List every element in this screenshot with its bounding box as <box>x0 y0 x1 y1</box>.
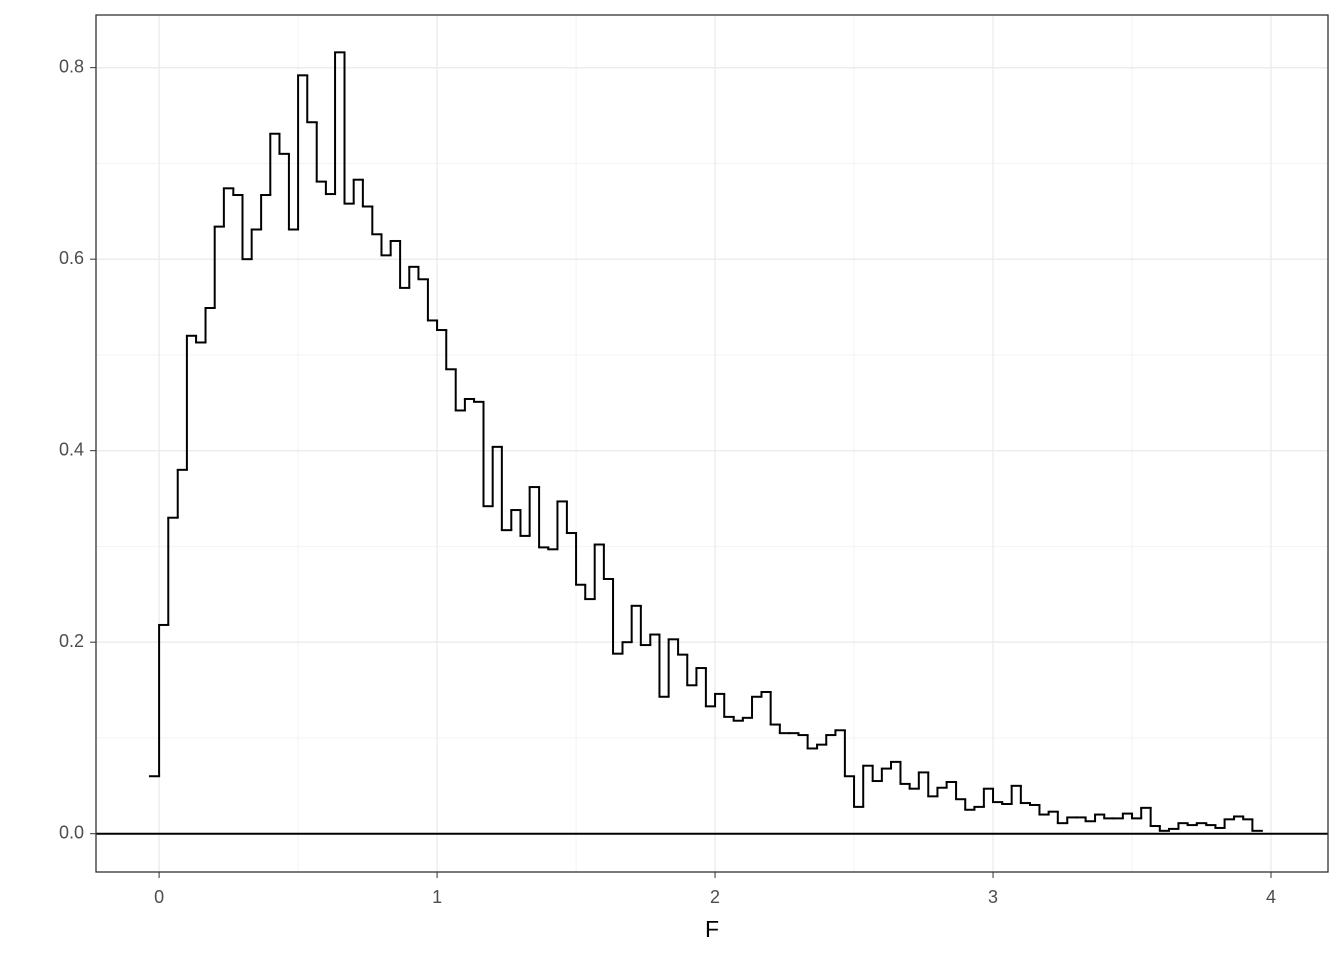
x-tick-label: 0 <box>154 887 164 907</box>
x-tick-label: 4 <box>1266 887 1276 907</box>
x-tick-label: 3 <box>988 887 998 907</box>
y-tick-label: 0.2 <box>59 631 84 651</box>
panel-border <box>95 14 1329 873</box>
y-tick-label: 0.4 <box>59 439 84 459</box>
y-tick-label: 0.8 <box>59 56 84 76</box>
y-tick-label: 0.0 <box>59 822 84 842</box>
x-tick-label: 2 <box>710 887 720 907</box>
x-tick-label: 1 <box>432 887 442 907</box>
y-tick-label: 0.6 <box>59 248 84 268</box>
x-axis-title: F <box>705 916 719 942</box>
